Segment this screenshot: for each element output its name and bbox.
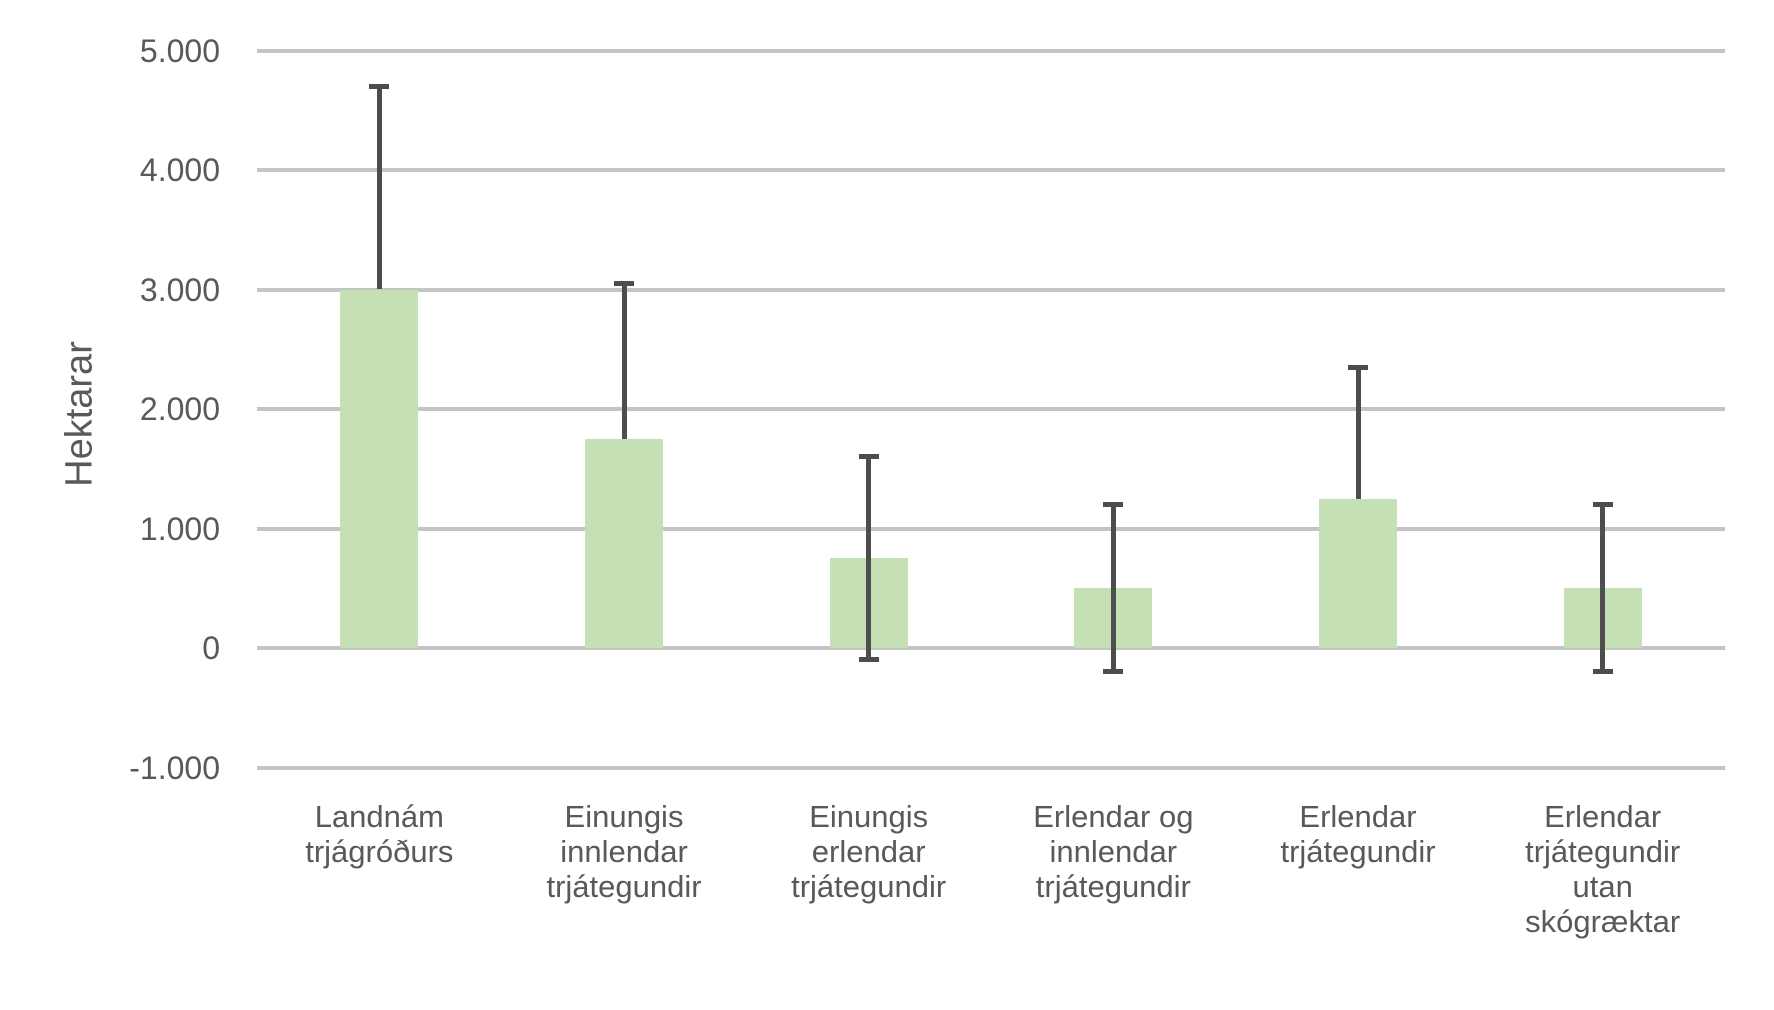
category-label: Landnám trjágróðurs bbox=[305, 799, 454, 869]
error-bar-line bbox=[866, 456, 872, 660]
gridline bbox=[257, 287, 1725, 292]
y-tick-label: 5.000 bbox=[139, 32, 220, 69]
error-bar-cap-top bbox=[614, 281, 634, 287]
gridline bbox=[257, 646, 1725, 650]
gridline bbox=[257, 407, 1725, 411]
error-bar-cap-top bbox=[1592, 502, 1613, 508]
bar bbox=[1319, 498, 1397, 648]
error-bar-cap-top bbox=[1103, 502, 1124, 508]
error-bar-line bbox=[621, 283, 627, 439]
y-tick-label: 4.000 bbox=[139, 152, 220, 188]
y-tick-label: 1.000 bbox=[139, 510, 220, 547]
gridline bbox=[257, 526, 1725, 531]
category-label: Einungis innlendar trjátegundir bbox=[546, 799, 702, 904]
category-label: Erlendar trjátegundir utan skógræktar bbox=[1525, 799, 1681, 939]
error-bar-cap-bottom bbox=[858, 657, 879, 663]
gridline bbox=[257, 48, 1725, 53]
y-tick-label: 0 bbox=[202, 630, 220, 666]
error-bar-line bbox=[1355, 367, 1361, 499]
error-bar-line bbox=[1110, 504, 1116, 672]
bar bbox=[340, 289, 419, 648]
error-bar-cap-top bbox=[858, 454, 879, 460]
y-tick-label: -1.000 bbox=[129, 749, 220, 786]
y-tick-label: 3.000 bbox=[139, 271, 220, 308]
category-label: Einungis erlendar trjátegundir bbox=[791, 799, 947, 904]
gridline bbox=[257, 765, 1725, 770]
error-bar-line bbox=[376, 86, 382, 290]
y-tick-label: 2.000 bbox=[139, 391, 220, 427]
category-label: Erlendar og innlendar trjátegundir bbox=[1033, 799, 1194, 904]
error-bar-cap-bottom bbox=[1103, 669, 1124, 675]
error-bar-line bbox=[1600, 504, 1606, 672]
gridline bbox=[257, 168, 1725, 172]
bar bbox=[585, 438, 663, 648]
error-bar-cap-top bbox=[369, 83, 390, 89]
error-bar-cap-bottom bbox=[1592, 669, 1613, 675]
category-label: Erlendar trjátegundir bbox=[1280, 799, 1436, 869]
error-bar-cap-top bbox=[1348, 364, 1368, 370]
